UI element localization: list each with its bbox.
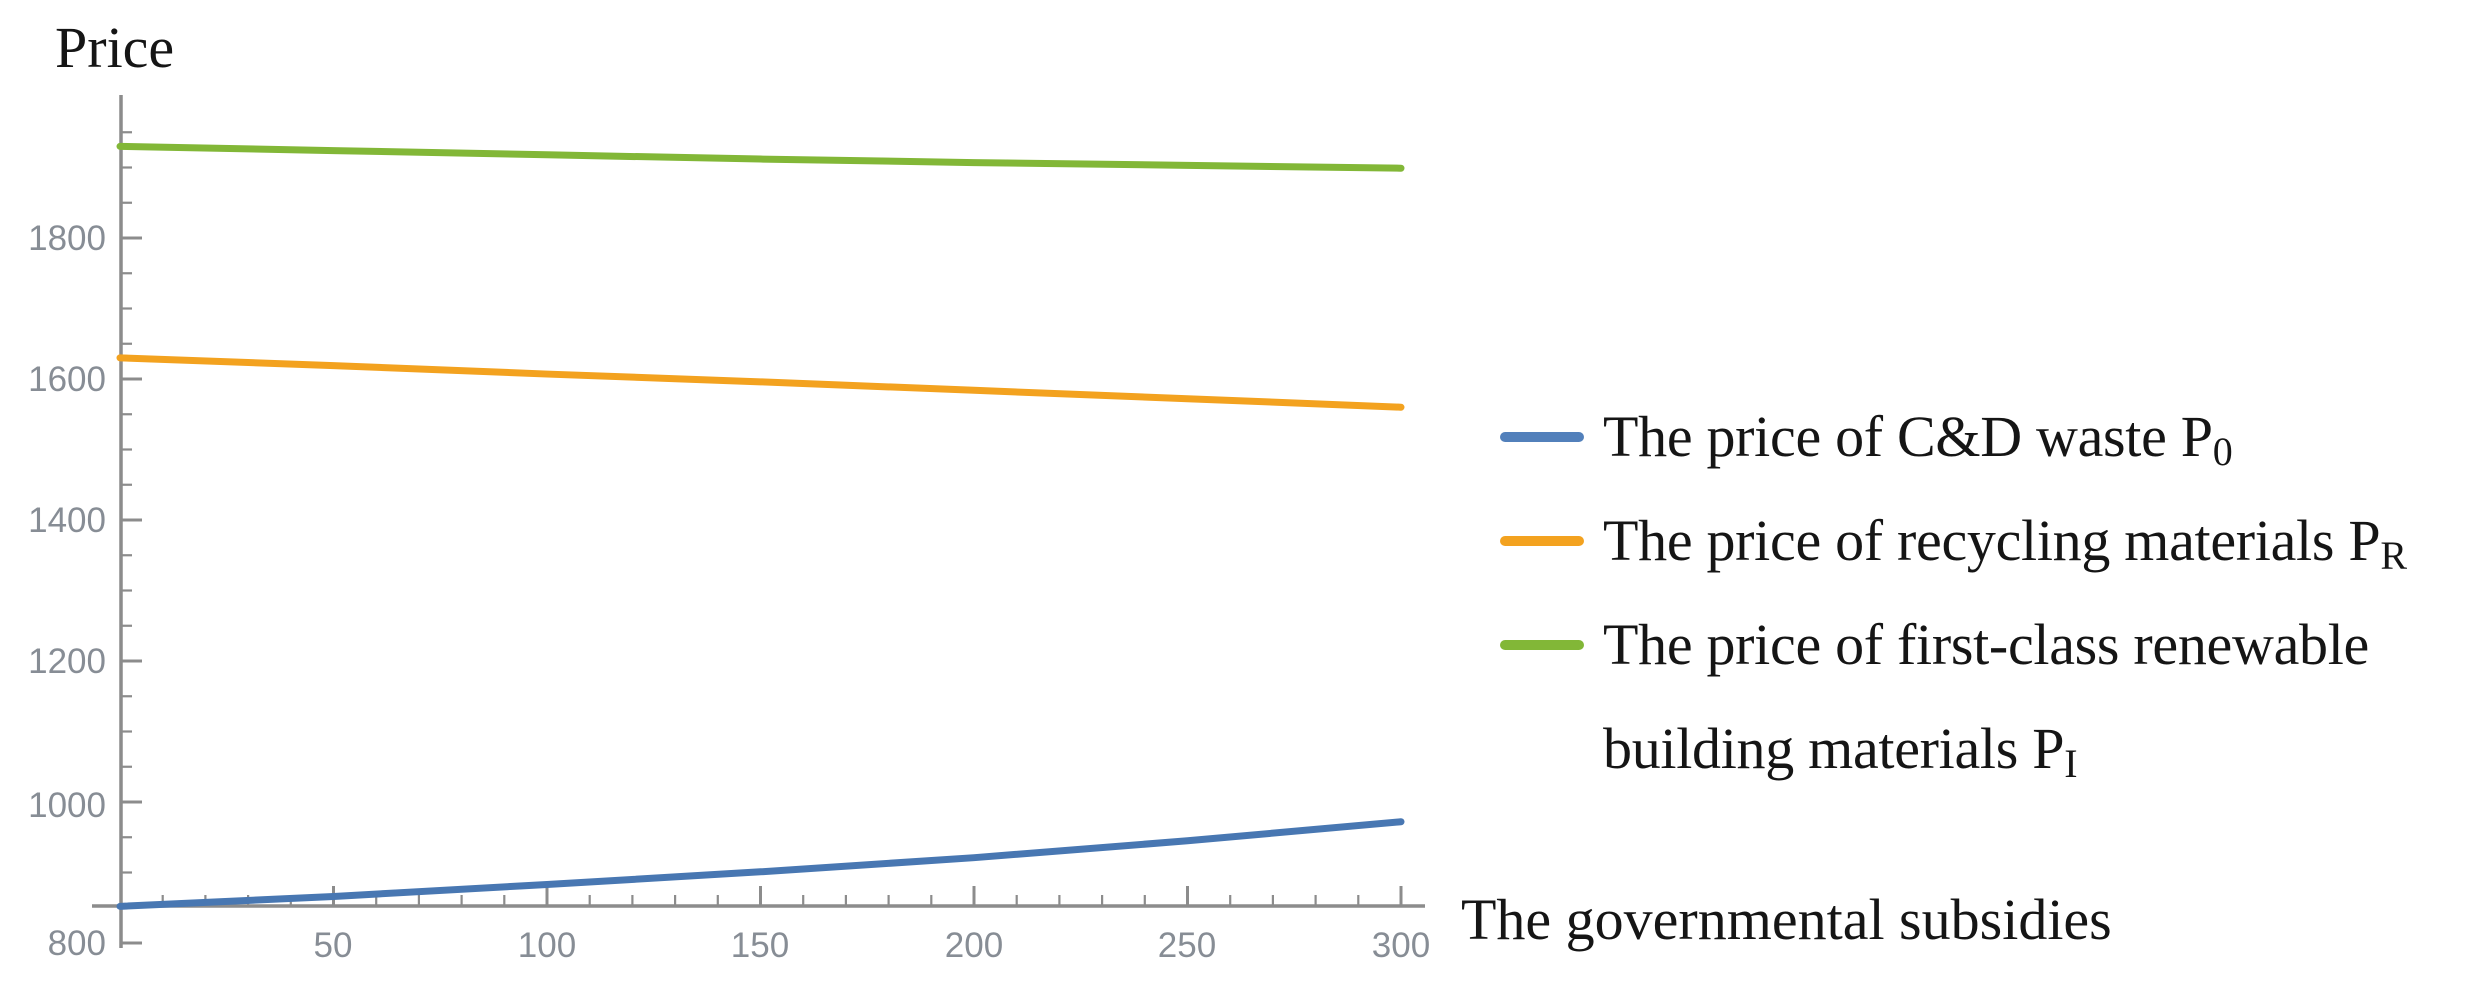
x-tick-label: 150: [731, 926, 789, 965]
y-tick-label: 1200: [28, 642, 106, 681]
legend-label-p0: The price of C&D waste P0: [1603, 385, 2233, 489]
x-tick-labels: 50 100 150 200 250 300: [314, 926, 1431, 965]
x-tick-label: 50: [314, 926, 353, 965]
legend-entry-pi: The price of first-class renewable build…: [1500, 593, 2407, 801]
y-axis-title: Price: [55, 15, 175, 80]
legend-label-subscript: R: [2380, 533, 2407, 578]
legend-swatch-pi: [1500, 640, 1584, 650]
legend-label-subscript: I: [2064, 741, 2078, 786]
legend-label-subscript: 0: [2212, 429, 2233, 474]
x-tick-label: 200: [945, 926, 1003, 965]
axes: [92, 95, 1425, 948]
x-tick-label: 100: [518, 926, 576, 965]
series-lines: [116, 142, 1405, 910]
legend-label-pi: The price of first-class renewable build…: [1603, 593, 2369, 801]
series-p0-line: [116, 818, 1405, 910]
legend: The price of C&D waste P0 The price of r…: [1500, 385, 2407, 801]
series-pr-line: [116, 354, 1405, 411]
legend-label-text: The price of recycling materials P: [1603, 508, 2381, 573]
y-tick-label: 1400: [28, 501, 106, 540]
legend-swatch-p0: [1500, 432, 1584, 442]
x-tick-label: 300: [1372, 926, 1430, 965]
y-tick-label: 1000: [28, 786, 106, 825]
legend-label-pr: The price of recycling materials PR: [1603, 489, 2407, 593]
y-tick-label: 1600: [28, 360, 106, 399]
legend-label-line1: The price of first-class renewable: [1603, 612, 2369, 677]
legend-entry-p0: The price of C&D waste P0: [1500, 385, 2407, 489]
legend-label-text: building materials P: [1603, 716, 2065, 781]
major-ticks: [121, 236, 1403, 945]
series-pi-line: [116, 142, 1405, 172]
x-axis-label: The governmental subsidies: [1461, 887, 2112, 952]
x-tick-label: 250: [1158, 926, 1216, 965]
minor-ticks: [121, 131, 1360, 909]
legend-swatch-pr: [1500, 536, 1584, 546]
y-tick-label: 800: [48, 924, 106, 963]
legend-label-text: The price of C&D waste P: [1603, 404, 2213, 469]
y-tick-label: 1800: [28, 219, 106, 258]
legend-label-line2: building materials PI: [1603, 697, 2369, 801]
legend-entry-pr: The price of recycling materials PR: [1500, 489, 2407, 593]
y-tick-labels: 800 1000 1200 1400 1600 1800: [28, 219, 106, 963]
